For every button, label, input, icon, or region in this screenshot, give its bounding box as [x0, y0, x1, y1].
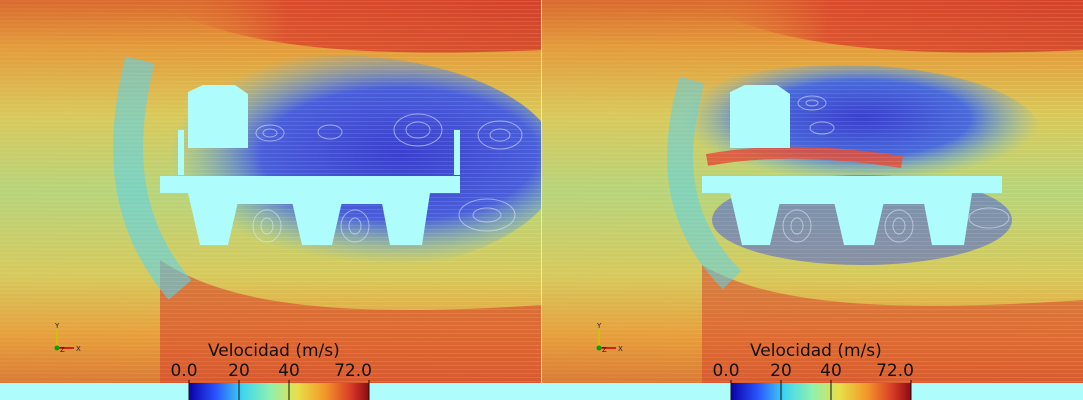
colorbar-left	[188, 380, 370, 400]
bridge-section-left	[160, 85, 460, 245]
legend-tick-max: 72.0	[876, 361, 914, 381]
legend-tick-min: 0.0	[712, 361, 740, 381]
axis-z-label: Z	[60, 346, 65, 354]
axis-x-label: X	[618, 345, 623, 353]
legend-tick-40: 40	[278, 361, 300, 381]
axes-triad-left: Y Z X	[54, 322, 81, 354]
streamline-field-right: Y Z X	[542, 0, 1083, 400]
legend-tick-40: 40	[820, 361, 842, 381]
axes-triad-right: Y Z X	[596, 322, 623, 354]
simulation-panel-left: Y Z X Velocidad (m/s) 0.0	[0, 0, 541, 400]
legend-tick-max: 72.0	[334, 361, 372, 381]
bridge-section-right	[702, 85, 1002, 245]
colorbar-right	[730, 380, 912, 400]
legend-tick-20: 20	[228, 361, 250, 381]
simulation-panel-right: Y Z X Velocidad (m/s) 0.0 20	[542, 0, 1083, 400]
streamline-field-left: Y Z X	[0, 0, 541, 400]
axis-y-label: Y	[54, 322, 60, 330]
axis-y-label: Y	[596, 322, 602, 330]
legend-tick-min: 0.0	[170, 361, 198, 381]
legend-tick-20: 20	[770, 361, 792, 381]
legend-title: Velocidad (m/s)	[750, 341, 882, 361]
axis-x-label: X	[76, 345, 81, 353]
axis-z-label: Z	[602, 346, 607, 354]
legend-title: Velocidad (m/s)	[208, 341, 340, 361]
